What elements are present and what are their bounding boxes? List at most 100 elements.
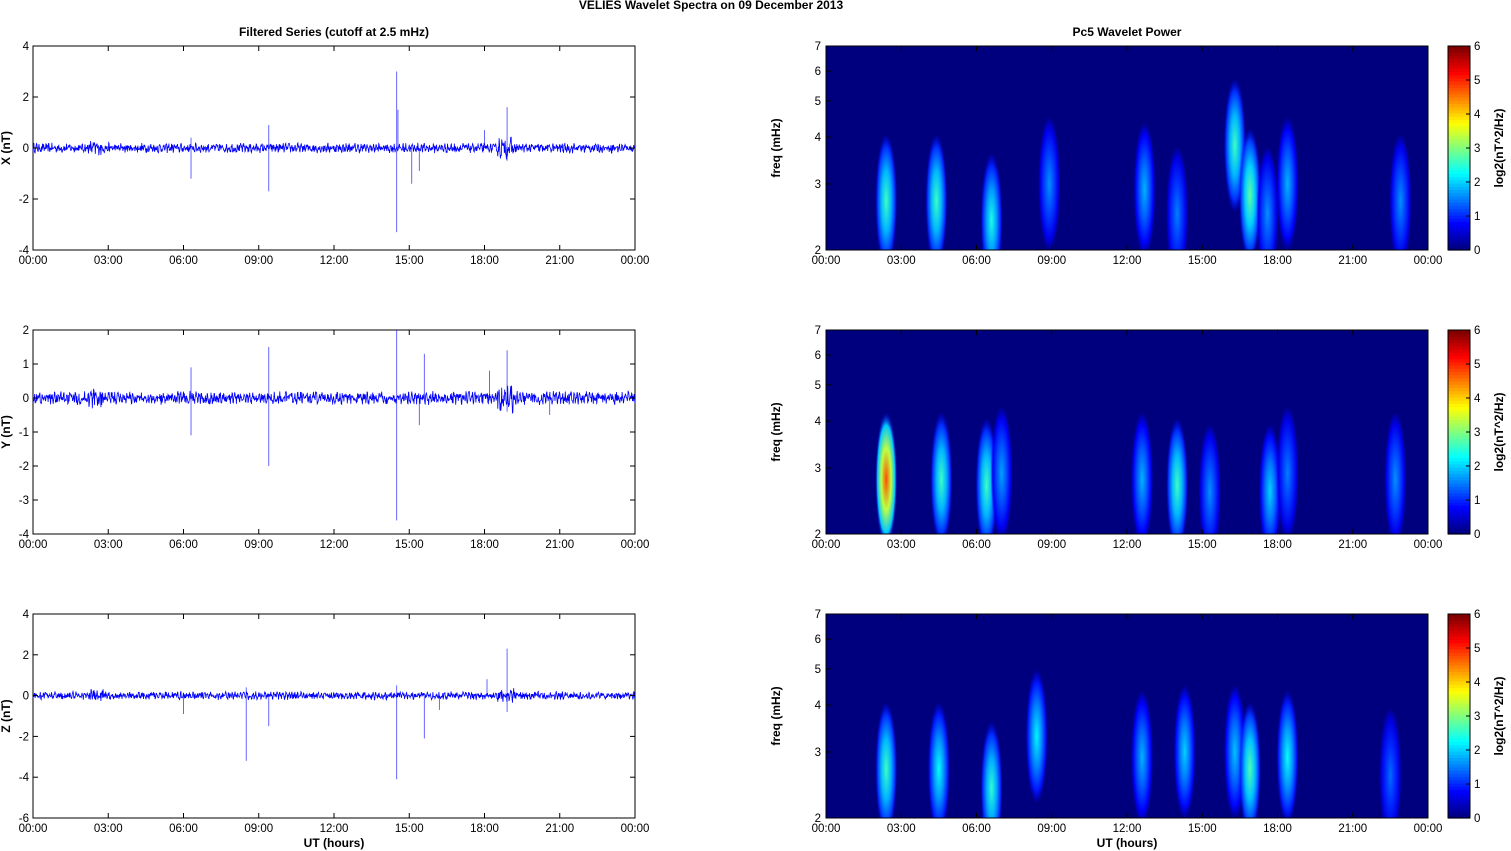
colorbar-y-tick-label: 4 [1474,393,1481,405]
colorbar-y-swatch [1448,498,1470,503]
colorbar-z-swatch [1448,649,1470,653]
wavelet-y-ytick-label: 3 [815,463,821,475]
series-y-ylabel: Y (nT) [0,415,13,449]
series-z-trace [32,688,636,703]
colorbar-x-swatch [1448,106,1470,111]
colorbar-z-swatch [1448,757,1470,762]
colorbar-y-tick-label: 2 [1474,461,1480,473]
colorbar-z-swatch [1448,751,1470,755]
wavelet-x-blob [925,133,948,250]
colorbar-x-swatch [1448,205,1470,210]
colorbar-y-swatch [1448,349,1470,353]
colorbar-x-swatch [1448,97,1470,101]
colorbar-y-swatch [1448,333,1470,337]
colorbar-z-swatch [1448,782,1470,787]
wavelet-y-xtick-label: 12:00 [1113,539,1142,551]
series-y-ytick-label: 2 [23,325,29,337]
colorbar-y-swatch [1448,473,1470,478]
colorbar-x-swatch [1448,132,1470,136]
wavelet-z-xtick-label: 06:00 [962,823,991,835]
colorbar-y-swatch [1448,361,1470,366]
series-y-ytick-label: -4 [19,529,30,541]
colorbar-y-swatch [1448,342,1470,347]
colorbar-y-swatch [1448,396,1470,401]
wavelet-y-blob [990,406,1013,534]
series-x-ytick-label: 2 [23,92,29,104]
colorbar-z-swatch [1448,802,1470,806]
wavelet-y-ytick-label: 6 [815,350,821,362]
wavelet-y-xtick-label: 03:00 [887,539,916,551]
colorbar-z-swatch [1448,620,1470,625]
series-x-ylabel: X (nT) [0,131,13,165]
colorbar-z-swatch [1448,671,1470,676]
colorbar-y-swatch [1448,428,1470,433]
colorbar-y-swatch [1448,381,1470,385]
colorbar-y-swatch [1448,527,1470,532]
colorbar-y-swatch [1448,435,1470,439]
wavelet-z-xtick-label: 09:00 [1037,823,1066,835]
wavelet-y-blob [1384,411,1407,534]
wavelet-x-xtick-label: 18:00 [1263,255,1292,267]
wavelet-x-ytick-label: 7 [815,41,821,53]
colorbar-z-swatch [1448,703,1470,708]
colorbar-z-swatch [1448,693,1470,698]
colorbar-x-tick-label: 0 [1474,245,1480,257]
colorbar-z-swatch [1448,744,1470,749]
series-z-xtick-label: 06:00 [169,823,198,835]
colorbar-z-swatch [1448,722,1470,727]
wavelet-x-xtick-label: 09:00 [1037,255,1066,267]
wavelet-y-blob [1276,406,1299,534]
colorbar-x-swatch [1448,227,1470,232]
colorbar-z-swatch [1448,623,1470,628]
colorbar-y-swatch [1448,393,1470,398]
colorbar-y-swatch [1448,365,1470,369]
colorbar-x-swatch [1448,170,1470,175]
series-x-trace [32,136,636,160]
colorbar-x-swatch [1448,84,1470,89]
colorbar-z-tick-label: 2 [1474,745,1480,757]
colorbar-y-swatch [1448,432,1470,436]
colorbar-x-swatch [1448,186,1470,191]
wavelet-y-xtick-label: 15:00 [1188,539,1217,551]
colorbar-x-swatch [1448,46,1470,50]
figure-title: VELIES Wavelet Spectra on 09 December 20… [579,0,844,12]
colorbar-y-swatch [1448,489,1470,494]
colorbar-y-swatch [1448,479,1470,484]
wavelet-x-blob [875,133,898,250]
wavelet-y-plot-area [826,330,1428,534]
colorbar-y-swatch [1448,514,1470,519]
series-z-ytick-label: -4 [19,772,30,784]
colorbar-x-swatch [1448,192,1470,197]
colorbar-y-swatch [1448,336,1470,341]
colorbar-y-swatch [1448,518,1470,522]
colorbar-z-swatch [1448,684,1470,688]
colorbar-y-swatch [1448,425,1470,430]
colorbar-x-swatch [1448,237,1470,242]
colorbar-y-swatch [1448,345,1470,350]
colorbar-x-swatch [1448,243,1470,248]
colorbar-x-swatch [1448,138,1470,143]
left-column-title: Filtered Series (cutoff at 2.5 mHz) [239,25,429,39]
wavelet-x-plot-area [826,46,1428,250]
colorbar-z-swatch [1448,798,1470,803]
colorbar-y-swatch [1448,530,1470,535]
colorbar-z-swatch [1448,668,1470,672]
colorbar-y-swatch [1448,358,1470,363]
series-y-ytick-label: -1 [19,427,29,439]
series-z-xlabel: UT (hours) [304,836,365,850]
colorbar-x-tick-label: 3 [1474,143,1480,155]
colorbar-x-swatch [1448,176,1470,181]
colorbar-z-tick-label: 3 [1474,711,1480,723]
wavelet-z-plot-area [826,614,1428,818]
series-y-xtick-label: 12:00 [320,539,349,551]
colorbar-z-swatch [1448,617,1470,621]
colorbar-z-swatch [1448,645,1470,650]
colorbar-x-swatch [1448,224,1470,229]
series-x-xtick-label: 18:00 [470,255,499,267]
colorbar-y-tick-label: 1 [1474,495,1480,507]
wavelet-z-xtick-label: 00:00 [812,823,841,835]
colorbar-z-swatch [1448,770,1470,774]
colorbar-z-swatch [1448,786,1470,790]
colorbar-z-swatch [1448,680,1470,685]
